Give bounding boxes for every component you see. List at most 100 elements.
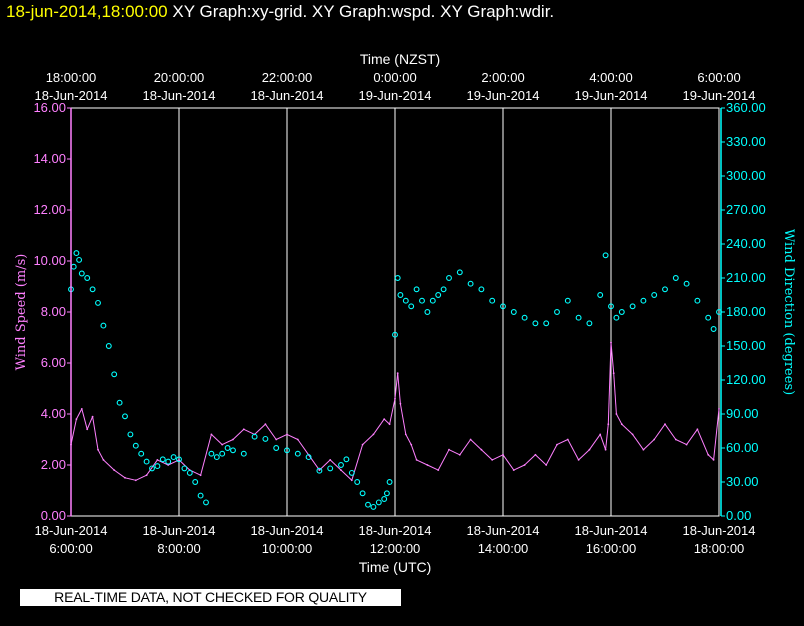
wdir-point — [543, 320, 550, 327]
x-bottom-tick-time: 12:00:00 — [370, 541, 421, 556]
wdir-point — [370, 503, 377, 510]
wdir-point — [554, 309, 560, 315]
wdir-point — [230, 447, 236, 454]
wspd-point — [91, 415, 94, 418]
wspd-line-segment — [232, 428, 245, 440]
wspd-line-segment — [632, 434, 644, 450]
wdir-point — [78, 270, 85, 277]
wdir-point — [694, 297, 701, 304]
wspd-point — [615, 413, 618, 415]
wdir-point — [446, 275, 452, 281]
wdir-point — [284, 447, 290, 454]
wspd-point — [556, 443, 558, 446]
wspd-line-segment — [599, 434, 607, 450]
wdir-point — [575, 314, 582, 321]
wdir-point — [392, 331, 398, 338]
wspd-point — [388, 423, 391, 426]
wspd-line-segment — [329, 459, 342, 471]
wdir-point — [154, 463, 161, 470]
wspd-line-segment — [86, 416, 94, 430]
wspd-point — [469, 438, 472, 441]
wdir-point — [359, 490, 366, 497]
wdir-point — [651, 292, 658, 298]
wspd-line-segment — [664, 423, 677, 440]
wdir-point — [294, 450, 301, 457]
x-top-tick-date: 19-Jun-2014 — [683, 88, 756, 103]
wspd-point — [145, 474, 148, 477]
wdir-point — [262, 435, 269, 442]
graph-name-wdir: XY Graph:wdir. — [440, 2, 555, 21]
wdir-point — [127, 431, 134, 438]
wdir-point — [640, 297, 647, 304]
wdir-point — [76, 256, 83, 263]
wdir-point — [489, 297, 496, 304]
wspd-line-segment — [146, 459, 158, 476]
wspd-line-segment — [696, 429, 709, 455]
wspd-line-segment — [545, 444, 558, 466]
wspd-point — [415, 459, 418, 461]
wdir-point — [521, 314, 528, 321]
wdir-point — [95, 299, 101, 306]
wdir-point — [70, 263, 77, 270]
wspd-line-segment — [535, 454, 547, 466]
wdir-point — [375, 499, 382, 506]
wdir-point — [683, 280, 690, 287]
wdir-point — [192, 479, 199, 485]
wdir-point — [186, 469, 193, 476]
wdir-point — [413, 286, 420, 293]
y-right-tick-label: 30.00 — [726, 474, 759, 489]
wspd-line-segment — [394, 373, 399, 399]
wdir-point — [705, 314, 712, 321]
wspd-point — [674, 438, 677, 441]
x-top-tick-date: 19-Jun-2014 — [359, 88, 432, 103]
wspd-point — [534, 453, 537, 456]
wspd-point — [512, 469, 515, 471]
wspd-line-segment — [383, 418, 390, 425]
wspd-point — [340, 469, 342, 471]
x-bottom-tick-date: 18-Jun-2014 — [143, 523, 216, 538]
wspd-point — [620, 423, 623, 426]
wspd-point — [199, 474, 202, 477]
wdir-point — [532, 320, 539, 327]
y-right-tick-label: 210.00 — [726, 270, 766, 285]
wdir-point — [397, 292, 404, 298]
wspd-line-segment — [297, 439, 310, 456]
wspd-point — [275, 438, 278, 441]
wspd-point — [664, 423, 666, 426]
wspd-point — [610, 341, 612, 344]
wspd-line-segment — [362, 434, 374, 445]
wspd-point — [124, 476, 126, 479]
wspd-line-segment — [103, 459, 115, 471]
wdir-point — [383, 490, 390, 497]
wspd-line-segment — [459, 439, 472, 456]
x-top-tick-date: 18-Jun-2014 — [143, 88, 216, 103]
y-left-tick-label: 2.00 — [41, 457, 66, 472]
wspd-line-segment — [75, 408, 83, 420]
x-top-tick-time: 4:00:00 — [589, 70, 632, 85]
wdir-point — [159, 456, 166, 463]
y-right-tick-label: 240.00 — [726, 236, 766, 251]
x-bottom-tick-time: 18:00:00 — [694, 541, 745, 556]
wspd-point — [80, 408, 83, 410]
wdir-point — [149, 465, 155, 472]
wdir-point — [111, 371, 118, 378]
wdir-point — [116, 399, 123, 406]
wdir-point — [429, 297, 436, 304]
wspd-line-segment — [448, 449, 461, 456]
wspd-line-segment — [643, 439, 655, 451]
wdir-point — [456, 269, 463, 276]
wdir-point — [219, 450, 226, 457]
x-bottom-tick-time: 10:00:00 — [262, 541, 313, 556]
wspd-point — [361, 443, 364, 446]
x-top-tick-time: 0:00:00 — [373, 70, 416, 85]
wdir-point — [602, 252, 609, 259]
wspd-line-segment — [254, 423, 266, 435]
wspd-line-segment — [157, 459, 169, 466]
wspd-point — [491, 459, 494, 461]
wdir-point — [435, 292, 442, 298]
x-bottom-tick-date: 18-Jun-2014 — [359, 523, 432, 538]
x-bottom-tick-date: 18-Jun-2014 — [251, 523, 324, 538]
wspd-point — [642, 448, 645, 451]
wspd-line-segment — [97, 449, 104, 461]
